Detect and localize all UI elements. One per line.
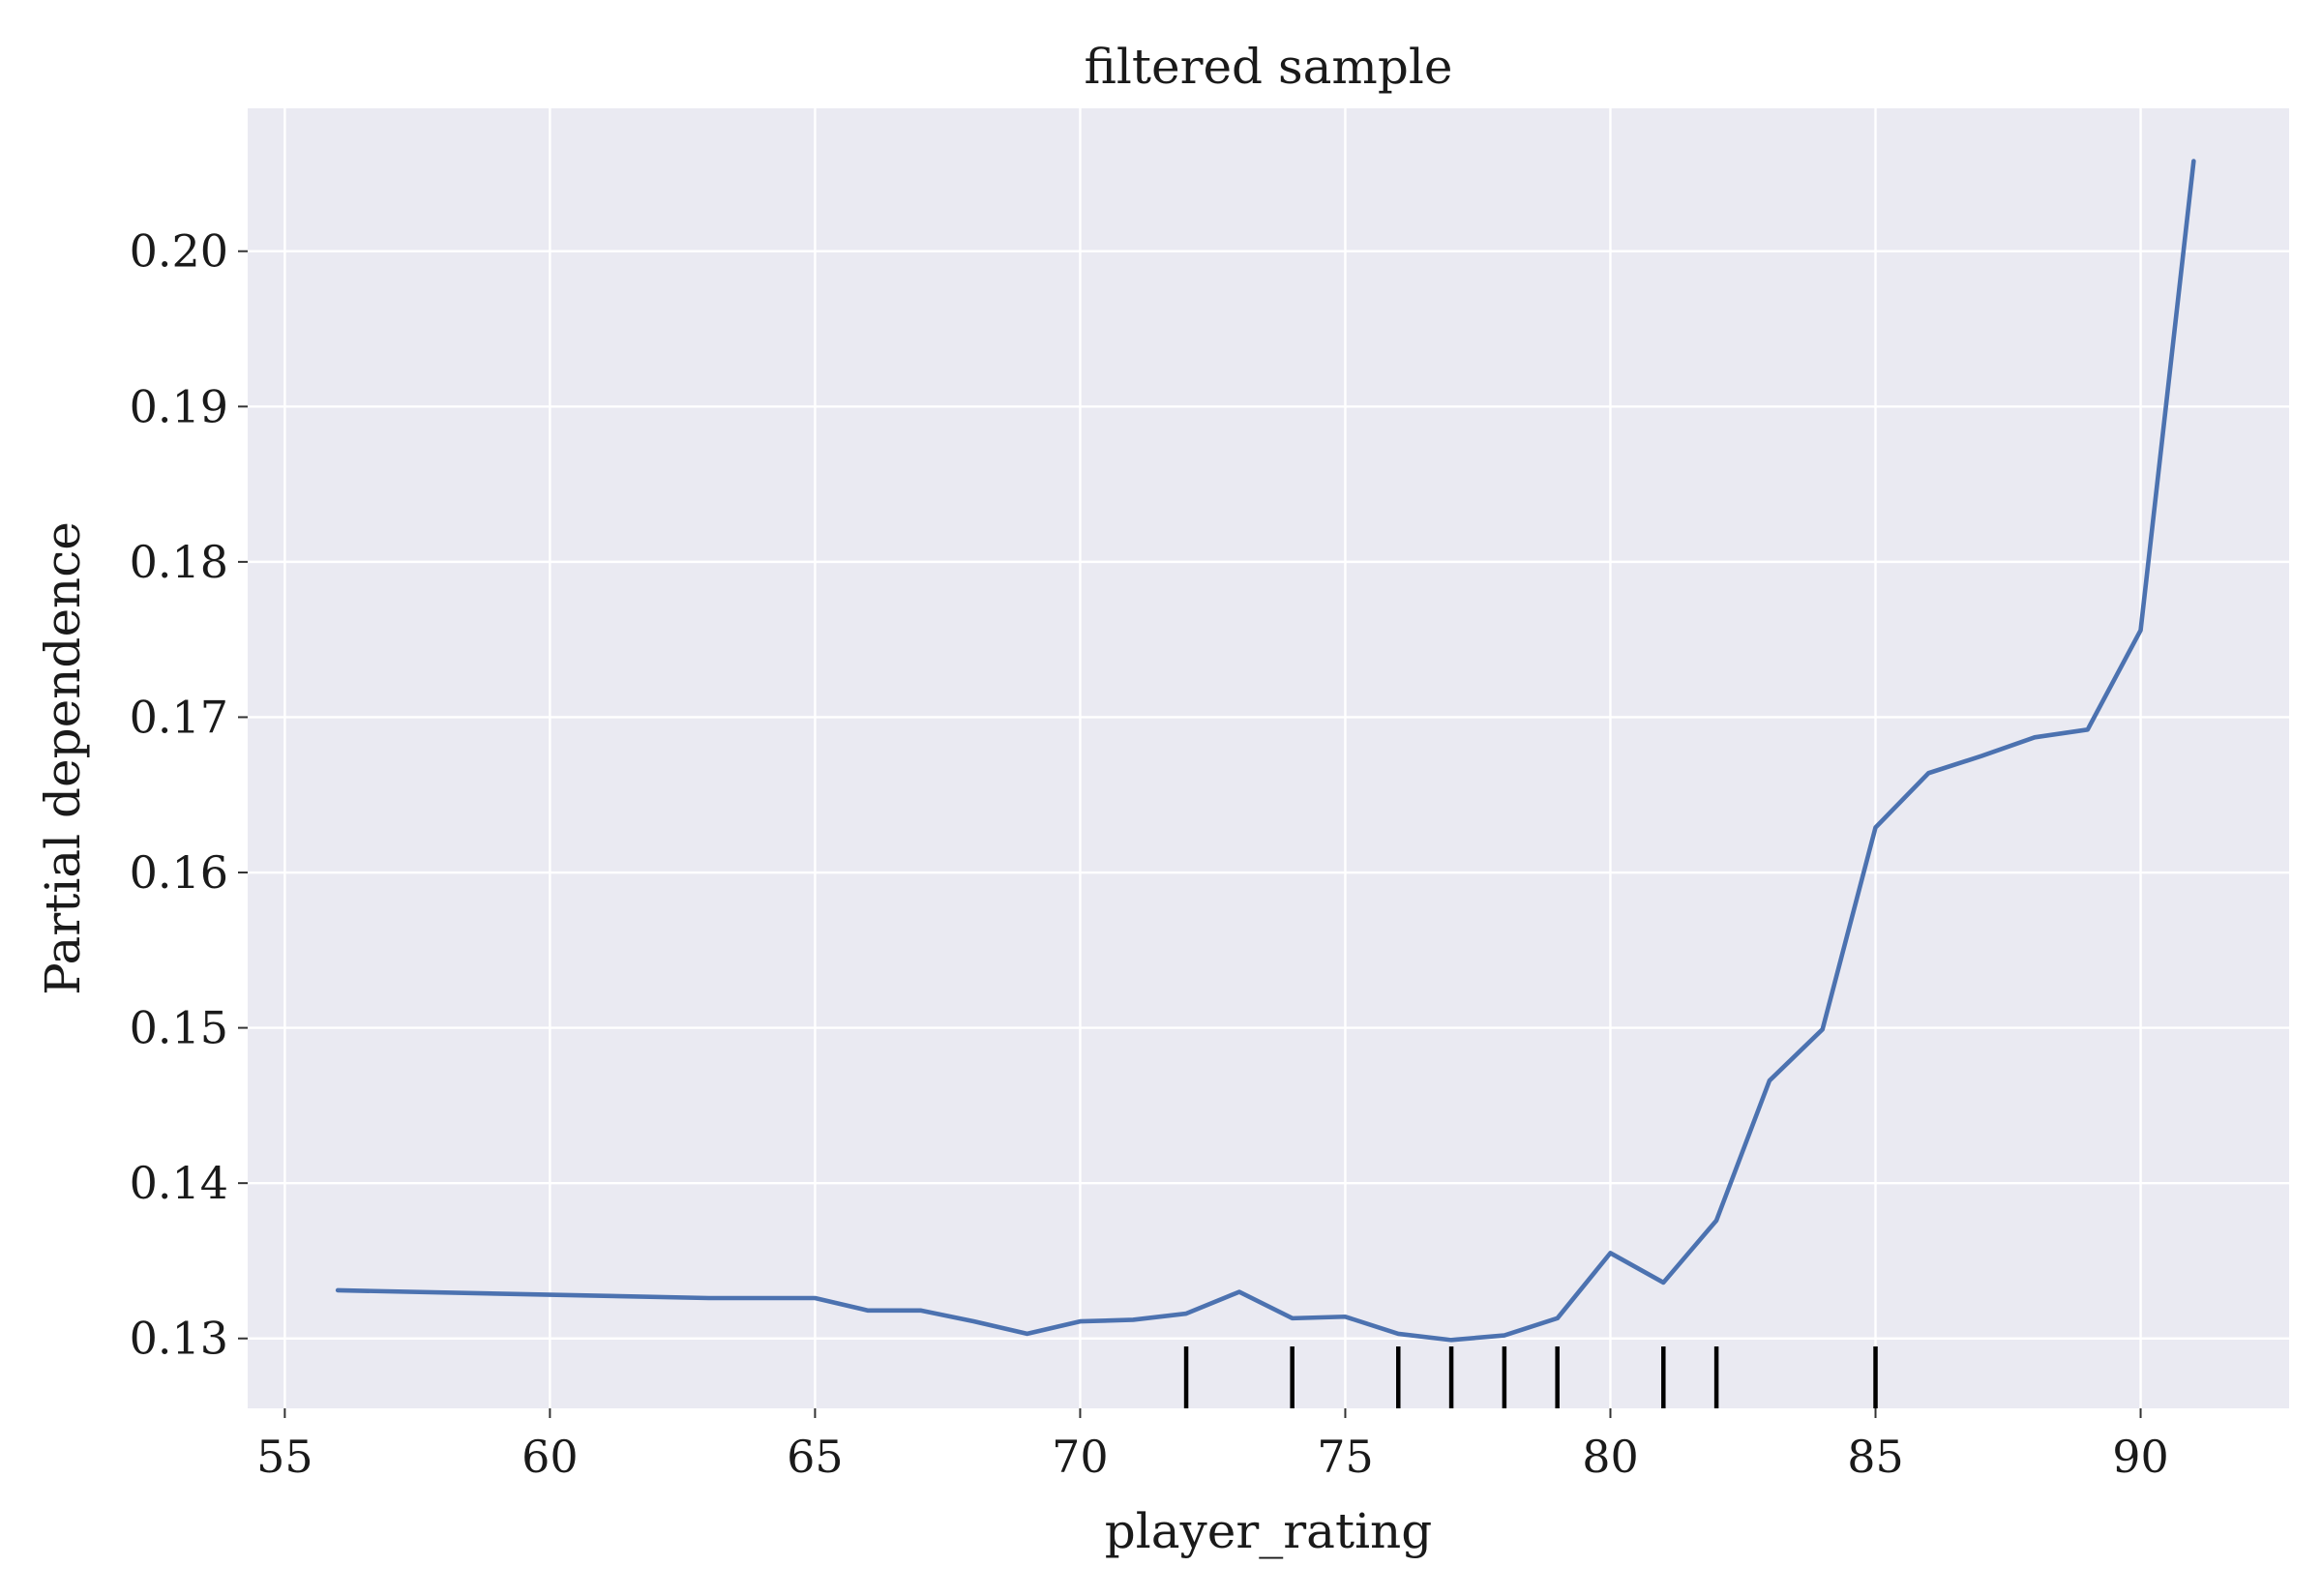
y-tick-label: 0.20 xyxy=(130,225,228,278)
y-tick-label: 0.18 xyxy=(130,536,228,588)
x-axis-label: player_rating xyxy=(1105,1503,1433,1559)
x-tick-label: 80 xyxy=(1582,1431,1639,1483)
x-tick-label: 90 xyxy=(2112,1431,2169,1483)
y-axis-ticks: 0.13 0.14 0.15 0.16 0.17 0.18 0.19 0.20 xyxy=(130,225,248,1365)
y-tick-label: 0.14 xyxy=(130,1157,228,1209)
y-tick-label: 0.15 xyxy=(130,1002,228,1054)
y-tick-label: 0.13 xyxy=(130,1313,228,1365)
x-tick-label: 70 xyxy=(1052,1431,1109,1483)
y-tick-label: 0.17 xyxy=(130,691,228,743)
x-tick-label: 55 xyxy=(256,1431,313,1483)
y-tick-label: 0.16 xyxy=(130,846,228,899)
x-tick-label: 75 xyxy=(1317,1431,1374,1483)
x-tick-label: 65 xyxy=(787,1431,844,1483)
x-tick-label: 60 xyxy=(521,1431,579,1483)
series-line xyxy=(335,159,2196,1343)
y-axis-label: Partial dependence xyxy=(35,521,91,995)
plot-area xyxy=(248,108,2289,1408)
x-tick-label: 85 xyxy=(1847,1431,1904,1483)
rug-marks xyxy=(1183,1346,1878,1408)
x-axis-ticks: 55 60 65 70 75 80 85 90 xyxy=(256,1408,2169,1483)
y-tick-label: 0.19 xyxy=(130,380,228,432)
chart-title: filtered sample xyxy=(1085,39,1453,95)
grid-lines xyxy=(248,108,2289,1408)
